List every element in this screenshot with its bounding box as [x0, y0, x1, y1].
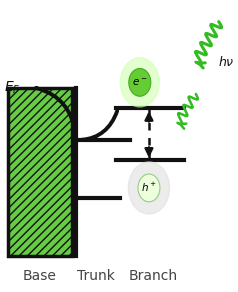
Circle shape	[138, 174, 160, 202]
Text: $E_F$: $E_F$	[4, 80, 20, 96]
Text: Trunk: Trunk	[77, 269, 115, 283]
FancyArrowPatch shape	[82, 111, 117, 140]
Text: Branch: Branch	[129, 269, 178, 283]
Text: Base: Base	[22, 269, 56, 283]
Text: $h^+$: $h^+$	[141, 181, 157, 194]
Text: $e^-$: $e^-$	[132, 77, 148, 88]
Circle shape	[128, 162, 169, 214]
Bar	[8, 88, 72, 256]
Circle shape	[129, 69, 151, 96]
Circle shape	[120, 58, 159, 107]
Text: h$\nu$: h$\nu$	[218, 55, 234, 69]
FancyArrowPatch shape	[36, 88, 76, 138]
